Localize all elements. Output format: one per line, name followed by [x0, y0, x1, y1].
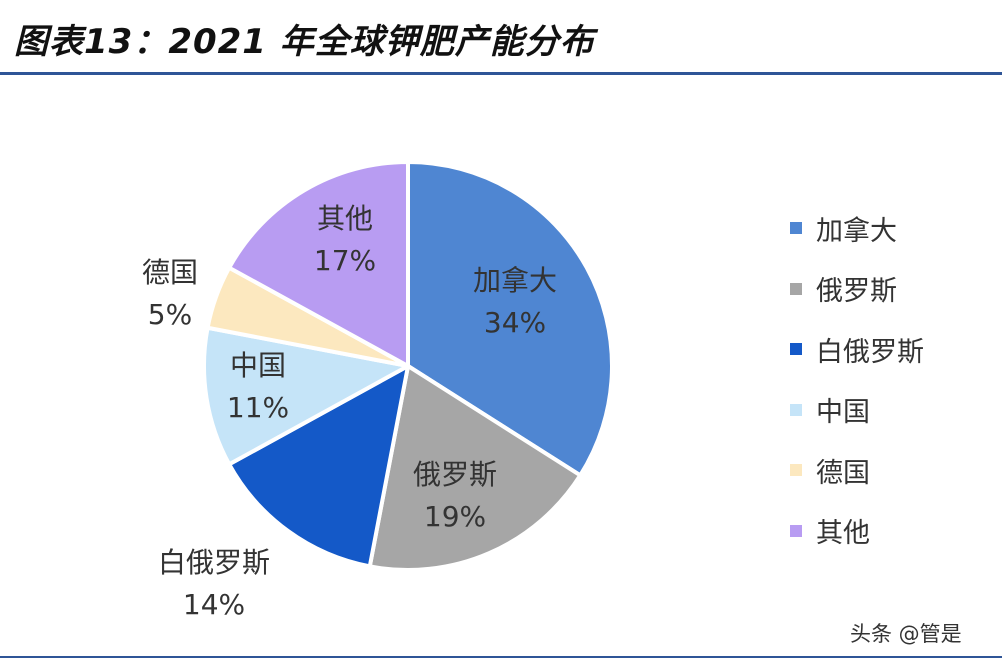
legend-swatch: [790, 222, 802, 235]
slice-name-label: 中国: [230, 349, 286, 382]
legend-item: 其他: [790, 501, 924, 562]
legend-item: 中国: [790, 380, 924, 441]
legend-swatch: [790, 524, 802, 537]
slice-value-label: 11%: [227, 391, 289, 424]
slice-value-label: 14%: [183, 588, 245, 621]
legend-item: 加拿大: [790, 198, 924, 259]
legend-item: 白俄罗斯: [790, 319, 924, 380]
legend-label: 俄罗斯: [816, 276, 897, 308]
slice-value-label: 17%: [314, 244, 376, 277]
pie-labels: 加拿大 34% 俄罗斯 19% 白俄罗斯 14% 中国 11% 德国 5% 其他 17%: [142, 202, 557, 621]
legend-swatch: [790, 464, 802, 477]
slice-value-label: 19%: [424, 500, 486, 533]
pie-slice-2: [227, 364, 410, 569]
legend-label: 其他: [816, 518, 870, 550]
pie-slice-1: [367, 364, 583, 572]
slice-name-label: 白俄罗斯: [158, 546, 270, 579]
legend-swatch: [790, 343, 802, 356]
legend-item: 俄罗斯: [790, 259, 924, 320]
legend-label: 加拿大: [816, 215, 897, 247]
bottom-divider: [0, 656, 1002, 658]
slice-name-label: 加拿大: [473, 264, 557, 297]
legend-item: 德国: [790, 440, 924, 501]
pie-slices: [202, 160, 614, 572]
legend-swatch: [790, 403, 802, 416]
legend-label: 白俄罗斯: [816, 336, 924, 368]
watermark: 头条 @管是: [850, 622, 962, 646]
legend-label: 德国: [816, 457, 870, 489]
slice-value-label: 34%: [484, 306, 546, 339]
slice-name-label: 其他: [317, 202, 373, 235]
legend-swatch: [790, 282, 802, 295]
title-underline: [0, 72, 1002, 75]
chart-legend: 加拿大俄罗斯白俄罗斯中国德国其他: [790, 198, 924, 561]
slice-name-label: 德国: [142, 256, 198, 289]
legend-label: 中国: [816, 397, 870, 429]
pie-slice-5: [227, 160, 410, 368]
chart-title: 图表13：2021 年全球钾肥产能分布: [14, 22, 595, 62]
slice-value-label: 5%: [148, 298, 192, 331]
slice-name-label: 俄罗斯: [413, 458, 497, 491]
pie-slice-3: [202, 325, 410, 467]
